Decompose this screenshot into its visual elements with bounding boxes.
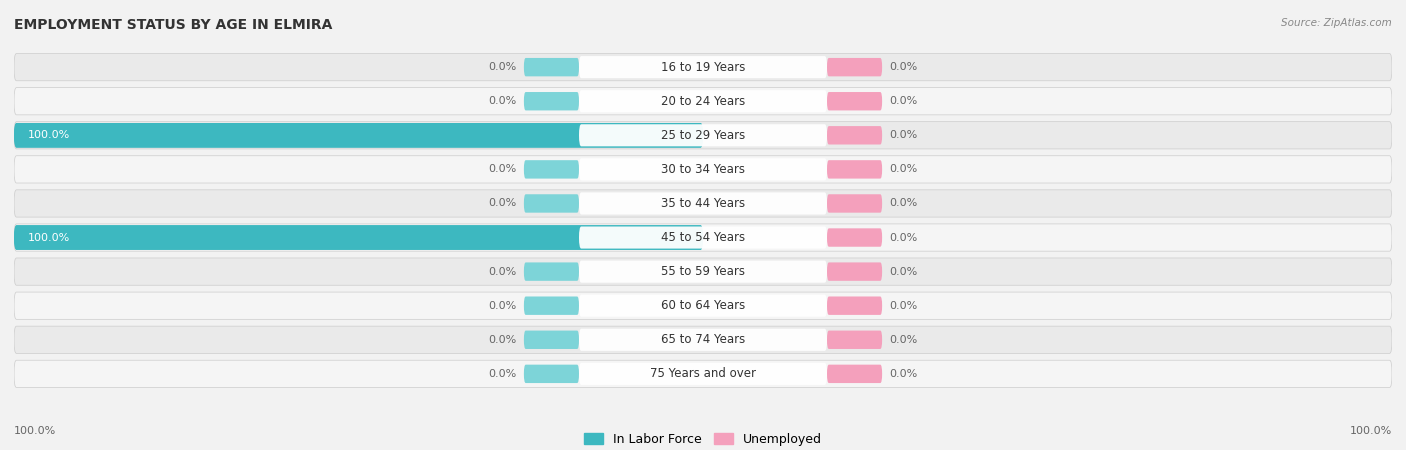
Text: 0.0%: 0.0% — [489, 369, 517, 379]
FancyBboxPatch shape — [579, 329, 827, 351]
Text: 0.0%: 0.0% — [889, 335, 917, 345]
FancyBboxPatch shape — [14, 292, 1392, 320]
Text: 0.0%: 0.0% — [889, 130, 917, 140]
Text: 60 to 64 Years: 60 to 64 Years — [661, 299, 745, 312]
FancyBboxPatch shape — [827, 92, 882, 110]
Text: 0.0%: 0.0% — [489, 164, 517, 175]
FancyBboxPatch shape — [827, 262, 882, 281]
FancyBboxPatch shape — [14, 225, 703, 250]
FancyBboxPatch shape — [579, 295, 827, 317]
FancyBboxPatch shape — [579, 363, 827, 385]
FancyBboxPatch shape — [579, 90, 827, 112]
FancyBboxPatch shape — [14, 123, 703, 148]
FancyBboxPatch shape — [14, 258, 1392, 285]
FancyBboxPatch shape — [14, 122, 1392, 149]
Text: 0.0%: 0.0% — [489, 335, 517, 345]
FancyBboxPatch shape — [14, 88, 1392, 115]
FancyBboxPatch shape — [14, 190, 1392, 217]
Text: 0.0%: 0.0% — [489, 301, 517, 310]
FancyBboxPatch shape — [14, 225, 703, 250]
FancyBboxPatch shape — [14, 54, 1392, 81]
Text: 35 to 44 Years: 35 to 44 Years — [661, 197, 745, 210]
FancyBboxPatch shape — [14, 360, 1392, 387]
Text: 0.0%: 0.0% — [889, 164, 917, 175]
Text: 100.0%: 100.0% — [28, 130, 70, 140]
Text: 100.0%: 100.0% — [1350, 427, 1392, 436]
FancyBboxPatch shape — [827, 160, 882, 179]
FancyBboxPatch shape — [14, 224, 1392, 251]
Text: 0.0%: 0.0% — [489, 198, 517, 208]
FancyBboxPatch shape — [579, 226, 827, 248]
Text: 0.0%: 0.0% — [889, 369, 917, 379]
Text: 0.0%: 0.0% — [889, 198, 917, 208]
FancyBboxPatch shape — [524, 194, 579, 213]
FancyBboxPatch shape — [14, 123, 703, 148]
FancyBboxPatch shape — [827, 331, 882, 349]
FancyBboxPatch shape — [524, 364, 579, 383]
Text: 0.0%: 0.0% — [889, 62, 917, 72]
FancyBboxPatch shape — [827, 364, 882, 383]
FancyBboxPatch shape — [579, 193, 827, 215]
Text: 0.0%: 0.0% — [889, 96, 917, 106]
FancyBboxPatch shape — [827, 58, 882, 76]
FancyBboxPatch shape — [524, 297, 579, 315]
FancyBboxPatch shape — [524, 262, 579, 281]
Legend: In Labor Force, Unemployed: In Labor Force, Unemployed — [583, 433, 823, 446]
Text: 55 to 59 Years: 55 to 59 Years — [661, 265, 745, 278]
Text: 30 to 34 Years: 30 to 34 Years — [661, 163, 745, 176]
FancyBboxPatch shape — [579, 261, 827, 283]
Text: 0.0%: 0.0% — [889, 301, 917, 310]
Text: 100.0%: 100.0% — [14, 427, 56, 436]
FancyBboxPatch shape — [524, 92, 579, 110]
Text: EMPLOYMENT STATUS BY AGE IN ELMIRA: EMPLOYMENT STATUS BY AGE IN ELMIRA — [14, 18, 332, 32]
FancyBboxPatch shape — [579, 158, 827, 180]
FancyBboxPatch shape — [579, 124, 827, 146]
FancyBboxPatch shape — [827, 194, 882, 213]
Text: 0.0%: 0.0% — [889, 233, 917, 243]
Text: 100.0%: 100.0% — [28, 233, 70, 243]
Text: 75 Years and over: 75 Years and over — [650, 367, 756, 380]
FancyBboxPatch shape — [827, 228, 882, 247]
Text: 20 to 24 Years: 20 to 24 Years — [661, 95, 745, 108]
Text: 16 to 19 Years: 16 to 19 Years — [661, 61, 745, 74]
Text: 0.0%: 0.0% — [489, 62, 517, 72]
FancyBboxPatch shape — [524, 58, 579, 76]
FancyBboxPatch shape — [14, 326, 1392, 353]
Text: 0.0%: 0.0% — [889, 266, 917, 277]
Text: 0.0%: 0.0% — [489, 96, 517, 106]
Text: Source: ZipAtlas.com: Source: ZipAtlas.com — [1281, 18, 1392, 28]
FancyBboxPatch shape — [827, 126, 882, 144]
FancyBboxPatch shape — [524, 331, 579, 349]
Text: 45 to 54 Years: 45 to 54 Years — [661, 231, 745, 244]
FancyBboxPatch shape — [524, 160, 579, 179]
Text: 25 to 29 Years: 25 to 29 Years — [661, 129, 745, 142]
Text: 0.0%: 0.0% — [489, 266, 517, 277]
FancyBboxPatch shape — [14, 156, 1392, 183]
Text: 65 to 74 Years: 65 to 74 Years — [661, 333, 745, 346]
FancyBboxPatch shape — [579, 56, 827, 78]
FancyBboxPatch shape — [827, 297, 882, 315]
